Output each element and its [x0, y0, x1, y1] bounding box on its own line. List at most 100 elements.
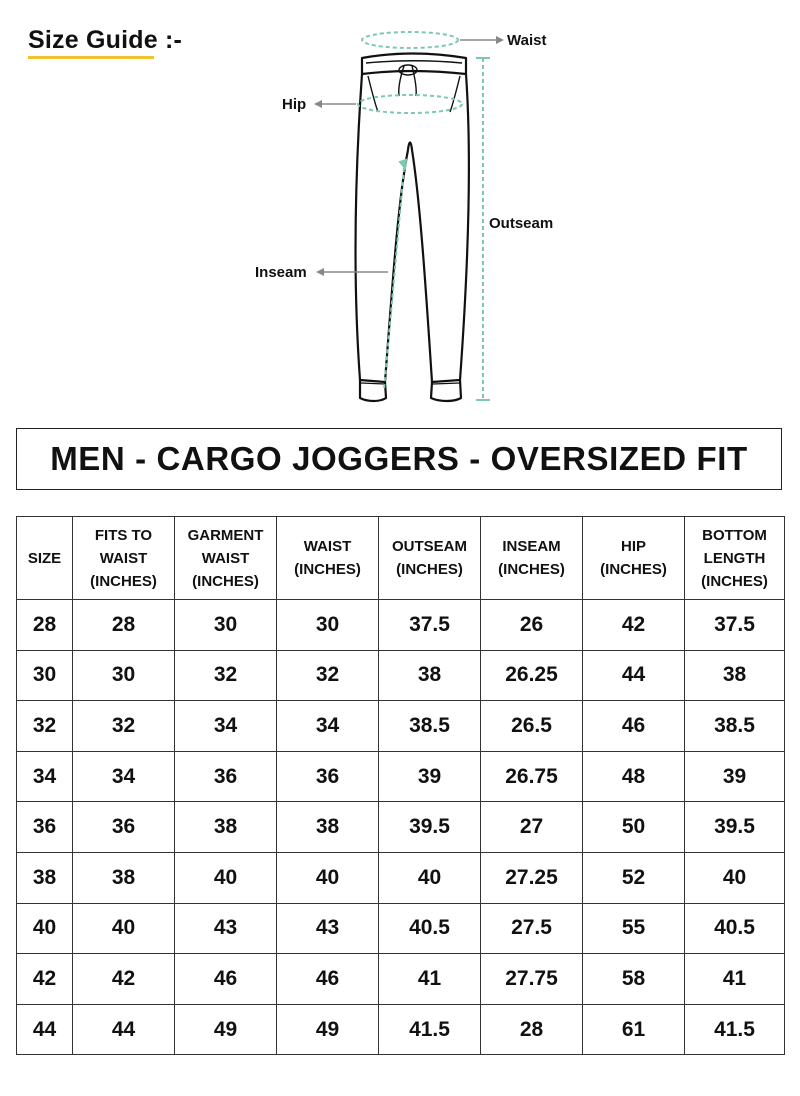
header-text: GARMENT — [187, 526, 264, 544]
table-body: 28 28 30 30 37.5 26 42 37.5 30 30 32 32 … — [16, 599, 785, 1056]
table-row: 28 28 30 30 37.5 26 42 37.5 — [16, 599, 785, 651]
table-cell: 42 — [582, 599, 685, 651]
header-text: (INCHES) — [396, 561, 463, 578]
table-cell: 26.25 — [480, 649, 583, 702]
table-cell: 44 — [16, 1003, 73, 1056]
table-cell: 28 — [16, 599, 73, 651]
table-cell: 42 — [16, 953, 73, 1005]
table-cell: 40 — [276, 851, 379, 904]
table-cell: 43 — [174, 902, 277, 955]
header-text: WAIST — [99, 549, 148, 567]
header-text: (INCHES) — [192, 572, 259, 590]
table-cell: 40 — [72, 902, 175, 955]
table-cell: 46 — [174, 953, 277, 1005]
table-cell: 40 — [16, 902, 73, 955]
table-cell: 37.5 — [684, 599, 785, 651]
header-text: (INCHES) — [600, 561, 667, 578]
header-text: LENGTH — [703, 549, 766, 567]
table-cell: 38 — [276, 801, 379, 853]
table-row: 34 34 36 36 39 26.75 48 39 — [16, 750, 785, 803]
table-row: 38 38 40 40 40 27.25 52 40 — [16, 851, 785, 904]
table-cell: 30 — [276, 599, 379, 651]
table-cell: 61 — [582, 1003, 685, 1056]
table-cell: 49 — [174, 1003, 277, 1056]
table-cell: 32 — [16, 700, 73, 752]
table-cell: 58 — [582, 953, 685, 1005]
table-cell: 38.5 — [378, 700, 481, 752]
waist-label: Waist — [507, 32, 546, 49]
table-cell: 52 — [582, 851, 685, 904]
header-text: (INCHES) — [498, 561, 565, 578]
table-cell: 34 — [174, 700, 277, 752]
table-cell: 34 — [16, 750, 73, 803]
table-cell: 27.5 — [480, 902, 583, 955]
header-waist: WAIST (INCHES) — [276, 516, 379, 600]
table-cell: 30 — [16, 649, 73, 702]
header-fits-to-waist: FITS TO WAIST (INCHES) — [72, 516, 175, 600]
table-cell: 49 — [276, 1003, 379, 1056]
table-cell: 38 — [378, 649, 481, 702]
table-cell: 27 — [480, 801, 583, 853]
header-text: (INCHES) — [701, 572, 768, 590]
header-outseam: OUTSEAM (INCHES) — [378, 516, 481, 600]
table-cell: 39.5 — [378, 801, 481, 853]
table-cell: 28 — [72, 599, 175, 651]
table-cell: 27.25 — [480, 851, 583, 904]
table-cell: 50 — [582, 801, 685, 853]
table-cell: 37.5 — [378, 599, 481, 651]
outseam-label: Outseam — [489, 215, 553, 232]
table-cell: 26 — [480, 599, 583, 651]
header-text: OUTSEAM — [392, 538, 467, 555]
table-cell: 32 — [174, 649, 277, 702]
table-cell: 36 — [72, 801, 175, 853]
header-text: (INCHES) — [90, 572, 157, 590]
table-cell: 44 — [582, 649, 685, 702]
table-row: 42 42 46 46 41 27.75 58 41 — [16, 953, 785, 1005]
joggers-outline — [354, 52, 470, 403]
table-cell: 36 — [276, 750, 379, 803]
size-table: SIZE FITS TO WAIST (INCHES) GARMENT WAIS… — [16, 516, 785, 1056]
table-cell: 36 — [174, 750, 277, 803]
table-row: 44 44 49 49 41.5 28 61 41.5 — [16, 1003, 785, 1056]
table-cell: 32 — [72, 700, 175, 752]
header-bottom-length: BOTTOM LENGTH (INCHES) — [684, 516, 785, 600]
table-cell: 32 — [276, 649, 379, 702]
table-cell: 34 — [276, 700, 379, 752]
table-cell: 34 — [72, 750, 175, 803]
table-cell: 39.5 — [684, 801, 785, 853]
header-text: BOTTOM — [702, 526, 767, 544]
table-cell: 39 — [378, 750, 481, 803]
product-banner: MEN - CARGO JOGGERS - OVERSIZED FIT — [16, 428, 782, 490]
table-cell: 26.5 — [480, 700, 583, 752]
table-cell: 40 — [174, 851, 277, 904]
header-text: INSEAM — [502, 538, 561, 555]
header-text: WAIST — [303, 538, 352, 555]
table-cell: 28 — [480, 1003, 583, 1056]
hip-label: Hip — [282, 96, 306, 113]
joggers-diagram: Waist Hip Outseam Inseam — [255, 31, 553, 403]
table-cell: 44 — [72, 1003, 175, 1056]
table-cell: 40 — [378, 851, 481, 904]
header-text: WAIST — [201, 549, 250, 567]
header-text: (INCHES) — [294, 561, 361, 578]
header-text: SIZE — [27, 549, 62, 567]
table-cell: 41.5 — [684, 1003, 785, 1056]
table-cell: 38 — [72, 851, 175, 904]
table-cell: 42 — [72, 953, 175, 1005]
header-hip: HIP (INCHES) — [582, 516, 685, 600]
table-cell: 41 — [684, 953, 785, 1005]
table-cell: 40.5 — [684, 902, 785, 955]
table-cell: 26.75 — [480, 750, 583, 803]
size-guide-title: Size Guide :- — [28, 26, 183, 54]
table-cell: 46 — [276, 953, 379, 1005]
header-text: FITS TO — [94, 526, 153, 544]
table-cell: 41 — [378, 953, 481, 1005]
table-cell: 43 — [276, 902, 379, 955]
header-text: HIP — [620, 538, 646, 555]
measurement-guides — [357, 31, 490, 401]
table-cell: 27.75 — [480, 953, 583, 1005]
table-row: 36 36 38 38 39.5 27 50 39.5 — [16, 801, 785, 853]
header-size: SIZE — [16, 516, 73, 600]
table-cell: 38.5 — [684, 700, 785, 752]
table-cell: 41.5 — [378, 1003, 481, 1056]
